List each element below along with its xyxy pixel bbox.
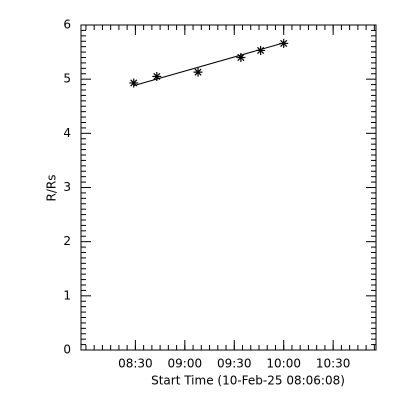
- y-tick-label: 3: [63, 180, 71, 194]
- x-tick-label: 09:00: [168, 357, 203, 371]
- plot-frame: [80, 24, 377, 351]
- y-tick-label: 0: [63, 343, 71, 357]
- y-tick-label: 5: [63, 72, 71, 86]
- marker: [193, 67, 203, 77]
- marker: [129, 78, 139, 88]
- marker: [236, 53, 246, 62]
- y-tick-label: 6: [63, 18, 71, 32]
- y-tick-label: 4: [63, 126, 71, 140]
- y-tick-label: 2: [63, 234, 71, 248]
- marker: [256, 45, 266, 55]
- y-axis-label: R/Rs: [45, 175, 59, 202]
- x-tick-label: 10:30: [316, 357, 351, 371]
- x-tick-label: 08:30: [118, 357, 153, 371]
- x-tick-label: 10:00: [266, 357, 301, 371]
- y-tick-label: 1: [63, 288, 71, 302]
- x-axis-label: Start Time (10-Feb-25 08:06:08): [151, 374, 345, 388]
- x-tick-label: 09:30: [217, 357, 252, 371]
- marker: [279, 38, 289, 48]
- marker: [152, 71, 162, 81]
